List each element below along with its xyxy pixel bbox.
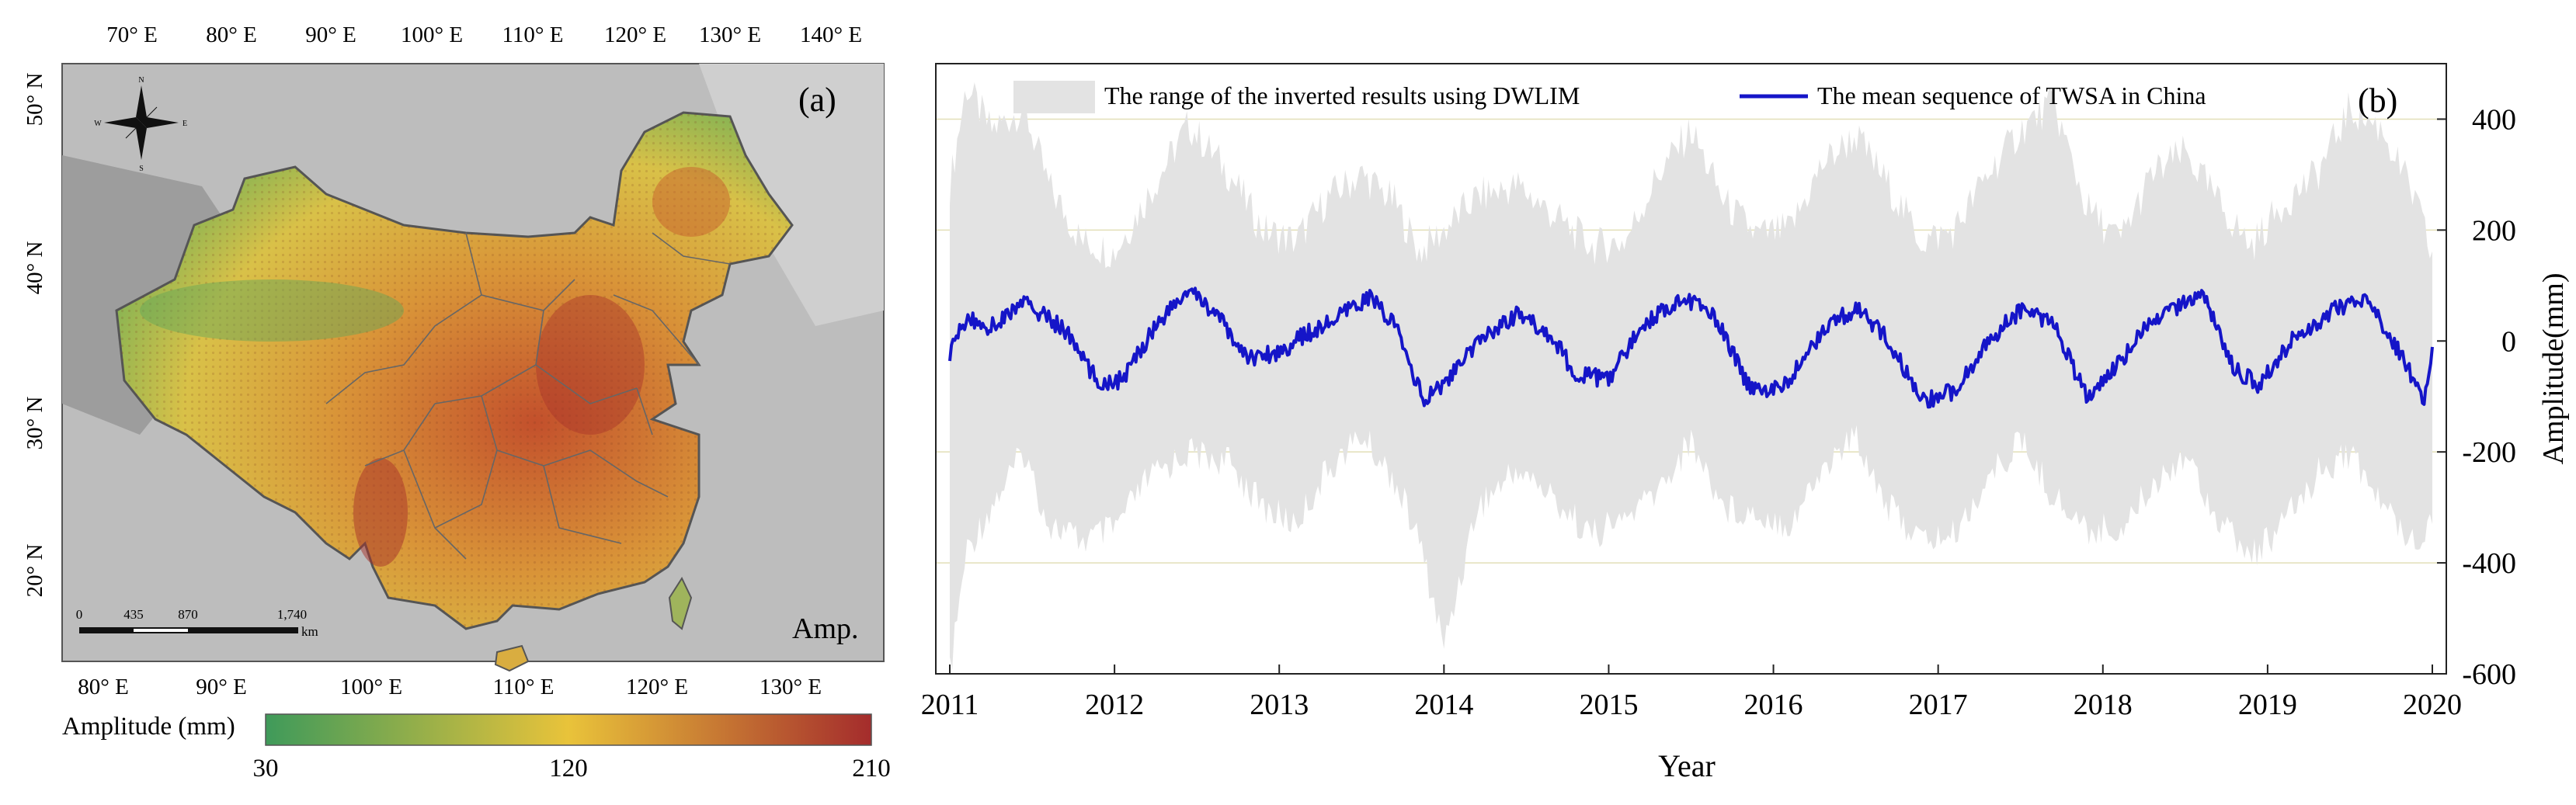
range-band bbox=[950, 82, 2432, 670]
lon-tick-bottom: 90° E bbox=[196, 675, 247, 699]
x-tick-label: 2020 bbox=[2403, 689, 2462, 721]
scale-tick: 870 bbox=[178, 607, 198, 622]
colorbar-tick: 30 bbox=[253, 755, 279, 782]
lon-tick-bottom: 110° E bbox=[493, 675, 554, 699]
lon-tick-bottom: 130° E bbox=[760, 675, 822, 699]
lat-tick: 50° N bbox=[23, 73, 47, 127]
y-tick-label: 200 bbox=[2472, 214, 2516, 247]
hotspot-northeast bbox=[652, 167, 730, 237]
y-axis-title: Amplitude(mm) bbox=[2537, 273, 2570, 465]
scale-tick: 1,740 bbox=[277, 607, 307, 622]
colorbar-title: Amplitude (mm) bbox=[62, 713, 235, 741]
x-tick-label: 2014 bbox=[1414, 689, 1473, 721]
legend-range-swatch bbox=[1013, 81, 1095, 113]
latitude-axis: 50° N 40° N 30° N 20° N bbox=[23, 73, 47, 598]
x-tick-label: 2016 bbox=[1744, 689, 1803, 721]
x-tick-label: 2012 bbox=[1085, 689, 1144, 721]
y-tick-label: 400 bbox=[2472, 103, 2516, 136]
x-tick-label: 2013 bbox=[1250, 689, 1309, 721]
scale-bar: 0 435 870 1,740 km bbox=[76, 607, 318, 639]
amplitude-corner-label: Amp. bbox=[792, 612, 859, 645]
panel-b-label: (b) bbox=[2358, 82, 2397, 120]
colorbar-gradient bbox=[265, 713, 872, 746]
lon-tick-top: 110° E bbox=[502, 23, 564, 47]
x-axis: 2011 2012 2013 2014 2015 2016 2017 2018 2019 2020 bbox=[921, 664, 2462, 721]
y-tick-label: -200 bbox=[2462, 436, 2516, 469]
colorbar: Amplitude (mm) 30 120 210 bbox=[62, 713, 891, 782]
compass-rose-icon: N S E W bbox=[94, 76, 187, 173]
colorbar-tick: 210 bbox=[852, 755, 891, 782]
scale-unit: km bbox=[301, 624, 318, 639]
compass-s: S bbox=[139, 165, 144, 173]
lon-tick-top: 130° E bbox=[699, 23, 761, 47]
lon-tick-bottom: 120° E bbox=[626, 675, 688, 699]
compass-n: N bbox=[138, 76, 144, 85]
y-axis: 400 200 0 -200 -400 -600 bbox=[2437, 103, 2516, 691]
hotspot-north-china bbox=[536, 295, 645, 435]
lon-tick-top: 70° E bbox=[106, 23, 158, 47]
x-tick-label: 2019 bbox=[2238, 689, 2297, 721]
taiwan-island bbox=[668, 576, 693, 630]
lon-tick-top: 140° E bbox=[800, 23, 862, 47]
low-amplitude-band bbox=[140, 279, 404, 342]
lon-tick-top: 80° E bbox=[206, 23, 257, 47]
y-tick-label: -600 bbox=[2462, 658, 2516, 691]
x-tick-label: 2017 bbox=[1909, 689, 1968, 721]
china-region-texture bbox=[116, 113, 792, 629]
hotspot-southwest bbox=[353, 458, 408, 567]
terrain-shading bbox=[699, 64, 884, 326]
lon-tick-top: 120° E bbox=[604, 23, 666, 47]
mean-series-line bbox=[948, 286, 2434, 409]
top-longitude-axis: 70° E 80° E 90° E 100° E 110° E 120° E 1… bbox=[106, 23, 862, 47]
panel-b-chart: The range of the inverted results using … bbox=[921, 63, 2570, 783]
province-boundaries bbox=[325, 232, 731, 560]
compass-w: W bbox=[94, 120, 102, 128]
lat-tick: 40° N bbox=[23, 241, 47, 295]
lon-tick-top: 90° E bbox=[305, 23, 356, 47]
lon-tick-bottom: 80° E bbox=[78, 675, 129, 699]
x-axis-title: Year bbox=[1658, 748, 1716, 783]
x-tick-label: 2011 bbox=[921, 689, 979, 721]
legend-mean-label: The mean sequence of TWSA in China bbox=[1817, 82, 2206, 109]
lat-tick: 30° N bbox=[23, 397, 47, 450]
lon-tick-bottom: 100° E bbox=[340, 675, 402, 699]
y-tick-label: 0 bbox=[2501, 325, 2516, 358]
x-tick-label: 2018 bbox=[2074, 689, 2133, 721]
compass-e: E bbox=[183, 120, 187, 128]
legend-range-label: The range of the inverted results using … bbox=[1104, 82, 1580, 109]
colorbar-tick: 120 bbox=[549, 755, 588, 782]
legend: The range of the inverted results using … bbox=[1013, 81, 2206, 113]
lat-tick: 20° N bbox=[23, 544, 47, 598]
scale-tick: 0 bbox=[76, 607, 83, 622]
lon-tick-top: 100° E bbox=[401, 23, 463, 47]
bottom-longitude-axis: 80° E 90° E 100° E 110° E 120° E 130° E bbox=[78, 675, 822, 699]
scale-tick: 435 bbox=[123, 607, 144, 622]
y-tick-label: -400 bbox=[2462, 547, 2516, 580]
panel-a-label: (a) bbox=[798, 81, 836, 119]
plot-frame-outline bbox=[935, 63, 2447, 675]
hainan-island bbox=[494, 644, 530, 672]
panel-a-map: N S E W (a) Amp. 0 435 870 1,740 km 70° … bbox=[23, 23, 891, 782]
x-tick-label: 2015 bbox=[1579, 689, 1638, 721]
